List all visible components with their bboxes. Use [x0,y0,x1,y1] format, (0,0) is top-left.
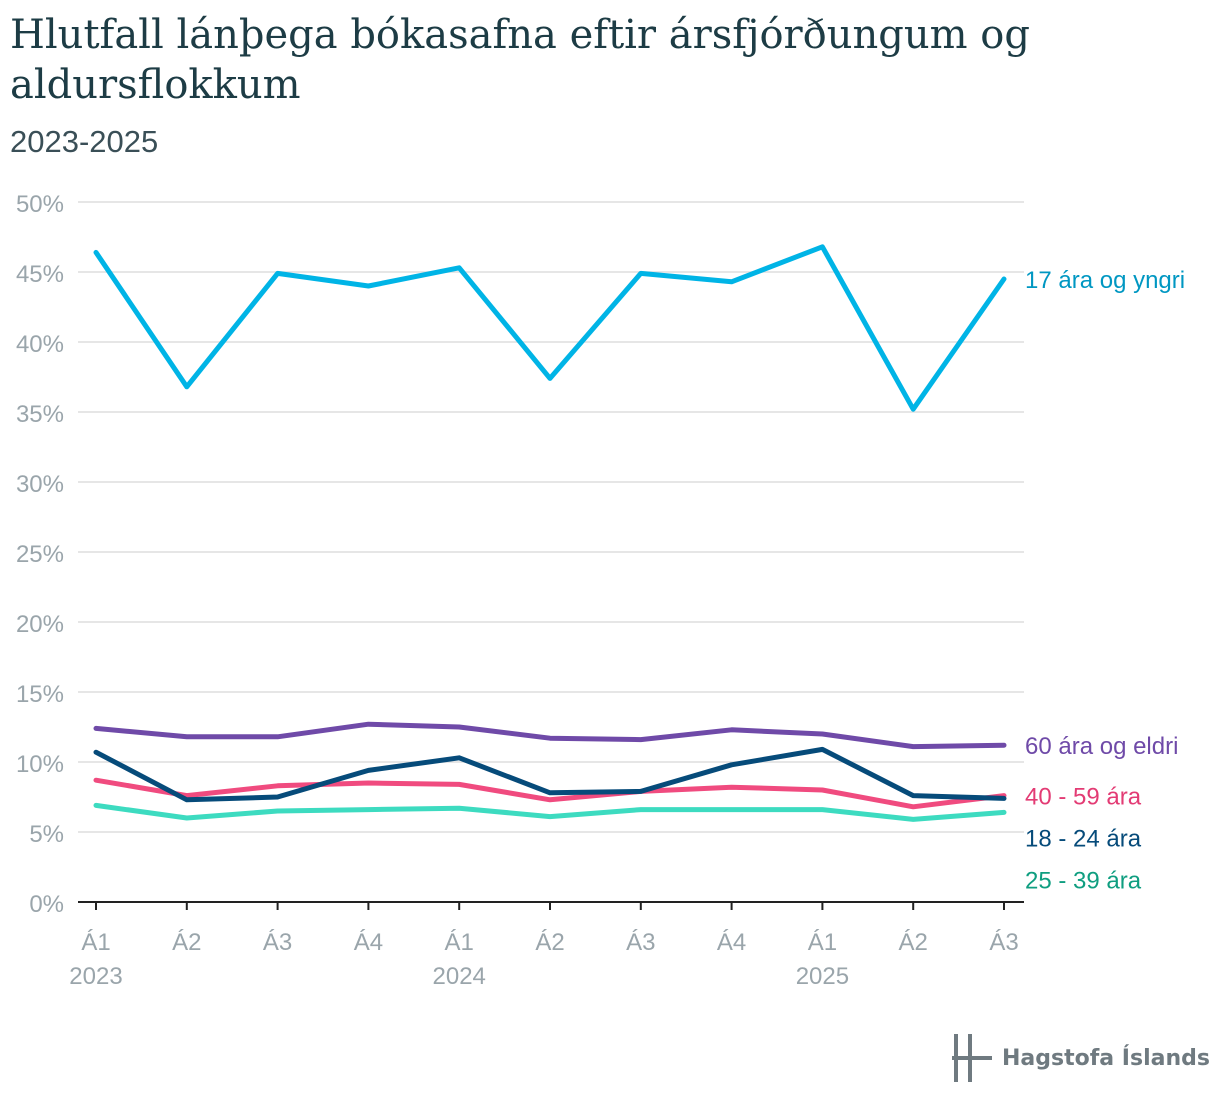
y-tick-label: 5% [29,821,64,848]
x-tick-label: Á4 [717,929,746,956]
x-tick-label: Á3 [989,929,1018,956]
x-tick-label: Á4 [354,929,383,956]
chart-subtitle: 2023-2025 [10,124,159,159]
series-label-4: 18 - 24 ára [1025,826,1142,853]
x-tick-label: Á1 [81,929,110,956]
y-tick-label: 40% [16,331,64,358]
series-line-1[interactable] [93,244,1007,412]
y-tick-label: 45% [16,261,64,288]
series-label-1: 17 ára og yngri [1025,267,1185,294]
series-lines [93,244,1007,822]
x-year-label: 2024 [433,963,486,990]
y-tick-label: 15% [16,681,64,708]
x-tick-label: Á1 [808,929,837,956]
y-axis-ticks: 0% 5% 10% 15% 20% 25% 30% 35% 40% 45% 50% [16,191,64,918]
x-tick-label: Á1 [445,929,474,956]
series-labels: 17 ára og yngri 60 ára og eldri 40 - 59 ár… [1025,267,1185,895]
series-line-4[interactable] [93,746,1007,803]
x-year-label: 2025 [796,963,849,990]
y-tick-label: 25% [16,541,64,568]
grid-lines [78,201,1024,833]
y-tick-label: 30% [16,471,64,498]
y-tick-label: 35% [16,401,64,428]
hagstofa-logo[interactable]: Hagstofa Íslands [952,1034,1210,1082]
y-tick-label: 0% [29,891,64,918]
series-label-2: 60 ára og eldri [1025,733,1178,760]
series-label-3: 40 - 59 ára [1025,784,1142,811]
y-tick-label: 20% [16,611,64,638]
x-tick-label: Á3 [626,929,655,956]
y-tick-label: 50% [16,191,64,218]
hagstofa-logo-icon [952,1034,992,1082]
x-axis: Á1 Á2 Á3 Á4 Á1 Á2 Á3 Á4 Á1 Á2 Á3 2023 2024 2025 [69,901,1024,990]
x-tick-label: Á2 [172,929,201,956]
x-tick-label: Á2 [899,929,928,956]
x-year-label: 2023 [69,963,122,990]
x-tick-label: Á3 [263,929,292,956]
hagstofa-logo-text: Hagstofa Íslands [1002,1045,1210,1071]
series-line-5[interactable] [93,802,1007,822]
series-label-5: 25 - 39 ára [1025,868,1142,895]
x-tick-label: Á2 [535,929,564,956]
series-line-2[interactable] [93,721,1007,750]
y-tick-label: 10% [16,751,64,778]
series-line-3[interactable] [93,777,1007,810]
chart-title: Hlutfall lánþega bókasafna eftir ársfjór… [10,12,1030,108]
